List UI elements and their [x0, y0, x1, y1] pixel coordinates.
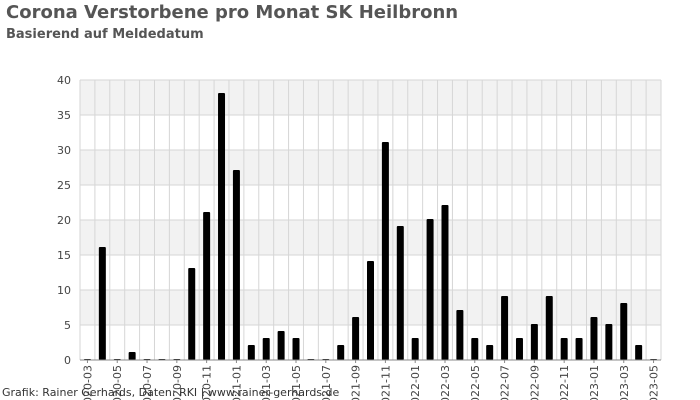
x-tick-label: 2020-11 — [201, 365, 214, 400]
y-axis: 0 5 10 15 20 25 30 35 40 — [57, 74, 71, 367]
bar-2023-04 — [635, 345, 643, 360]
x-tick-label: 2022-03 — [439, 365, 452, 400]
gridlines — [79, 79, 662, 361]
x-axis: 2020-03 2020-05 2020-07 2020-09 2020-11 2021-… — [80, 359, 661, 400]
x-tick-label: 2021-11 — [379, 365, 392, 400]
bar-2022-07 — [501, 296, 509, 360]
bar-2020-04 — [98, 247, 106, 360]
bar-2021-01 — [232, 170, 240, 360]
y-tick-label: 40 — [57, 74, 71, 87]
bar-2022-03 — [441, 205, 449, 360]
y-tick-label: 35 — [57, 109, 71, 122]
x-tick-label: 2021-05 — [290, 365, 303, 400]
y-tick-label: 30 — [57, 144, 71, 157]
chart-subtitle: Basierend auf Meldedatum — [6, 27, 204, 42]
y-tick-label: 15 — [57, 249, 71, 262]
bar-2021-04 — [277, 331, 285, 360]
x-tick-label: 2022-09 — [528, 365, 541, 400]
bar-2021-12 — [396, 226, 404, 360]
grid-band — [80, 150, 661, 185]
bar-2021-03 — [262, 338, 270, 360]
bar-2021-08 — [337, 345, 345, 360]
bar-2023-03 — [620, 303, 628, 360]
y-tick-label: 5 — [64, 319, 71, 332]
x-tick-label: 2022-07 — [499, 365, 512, 400]
bar-2021-05 — [292, 338, 300, 360]
x-tick-label: 2022-01 — [409, 365, 422, 400]
x-tick-label: 2021-07 — [320, 365, 333, 400]
grid-band — [80, 80, 661, 115]
bar-2021-02 — [247, 345, 255, 360]
bar-2022-02 — [426, 219, 434, 360]
bar-2022-10 — [545, 296, 553, 360]
bars — [83, 93, 658, 360]
grid-band — [80, 220, 661, 255]
x-tick-label: 2023-03 — [618, 365, 631, 400]
y-tick-label: 0 — [64, 354, 71, 367]
bar-2021-10 — [367, 261, 374, 360]
bar-2020-12 — [218, 93, 226, 360]
source-credit: Grafik: Rainer Gerhards, Daten: RKI | ww… — [2, 386, 340, 399]
bar-2023-01 — [590, 317, 598, 360]
bar-2020-11 — [203, 212, 211, 360]
x-tick-label: 2020-03 — [81, 365, 94, 400]
bar-2022-01 — [411, 338, 419, 360]
y-tick-label: 20 — [57, 214, 71, 227]
bar-2022-12 — [575, 338, 583, 360]
y-tick-label: 25 — [57, 179, 71, 192]
x-tick-label: 2021-03 — [260, 365, 273, 400]
bar-2022-11 — [560, 338, 568, 360]
x-tick-label: 2021-01 — [230, 365, 243, 400]
y-tick-label: 10 — [57, 284, 71, 297]
bar-2022-04 — [456, 310, 464, 360]
bar-2020-10 — [188, 268, 196, 360]
x-tick-label: 2023-01 — [588, 365, 601, 400]
bar-2022-09 — [530, 324, 538, 360]
x-tick-label: 2023-05 — [648, 365, 661, 400]
bar-2022-05 — [471, 338, 479, 360]
bar-2021-09 — [352, 317, 360, 360]
bar-2020-06 — [128, 352, 136, 360]
bar-2021-11 — [381, 142, 389, 360]
x-tick-label: 2021-09 — [350, 365, 363, 400]
x-tick-label: 2020-09 — [171, 365, 184, 400]
x-tick-label: 2020-05 — [111, 365, 124, 400]
x-tick-label: 2022-11 — [558, 365, 571, 400]
x-tick-label: 2022-05 — [469, 365, 482, 400]
x-tick-label: 2020-07 — [141, 365, 154, 400]
bar-2022-08 — [515, 338, 523, 360]
bar-2023-02 — [605, 324, 613, 360]
chart-title: Corona Verstorbene pro Monat SK Heilbron… — [6, 2, 459, 23]
bar-2022-06 — [486, 345, 494, 360]
